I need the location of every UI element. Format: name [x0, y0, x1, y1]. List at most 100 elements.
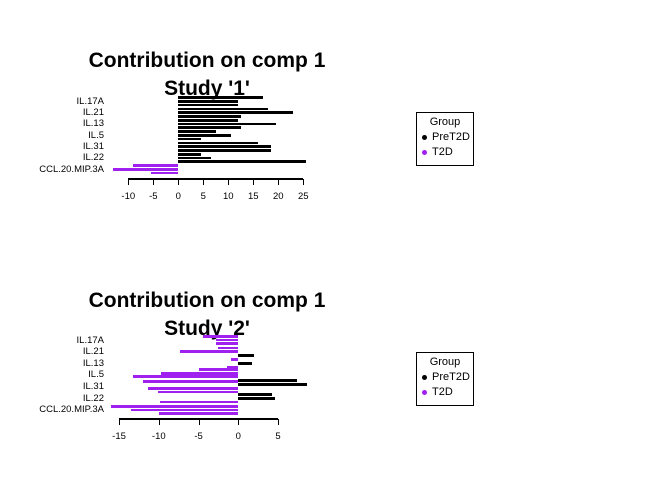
- chart-1-title-line2: Study '1': [164, 77, 250, 100]
- bar-ccl-20-mip-3a: [133, 164, 179, 168]
- legend-title: Group: [429, 356, 461, 368]
- bar-il-5: [178, 137, 201, 141]
- bar-il-31: [147, 387, 239, 390]
- y-axis-label: IL.21: [82, 107, 104, 119]
- bar-il-21: [238, 353, 255, 357]
- t2d-swatch-icon: [422, 389, 427, 395]
- x-axis-tick: [158, 419, 160, 425]
- bar-il-13: [231, 358, 239, 362]
- bar-il-5: [198, 368, 239, 371]
- x-axis-tick: [203, 179, 205, 186]
- x-axis-tick: [278, 179, 280, 186]
- bar-il-31: [142, 379, 239, 383]
- bar-il-17a: [216, 338, 239, 342]
- bar-il-21: [180, 350, 239, 353]
- x-axis-tick-label: -15: [112, 431, 126, 442]
- x-axis-tick: [303, 179, 305, 186]
- x-axis-tick-label: 15: [248, 191, 259, 202]
- x-axis-line: [128, 178, 304, 180]
- x-axis-tick: [228, 179, 230, 186]
- bar-il-21: [178, 114, 241, 118]
- y-axis-label: IL.21: [82, 346, 104, 358]
- x-axis-tick-label: -10: [151, 431, 166, 442]
- bar-il-13: [227, 365, 239, 369]
- bar-il-17a: [216, 342, 239, 345]
- legend-group-2: Group PreT2D T2D: [416, 352, 474, 406]
- bar-il-22: [238, 396, 275, 400]
- y-axis-label: IL.5: [88, 369, 104, 381]
- chart-1-title-line1: Contribution on comp 1: [88, 49, 326, 72]
- x-axis-tick-label: 10: [223, 191, 234, 202]
- bar-il-31: [158, 390, 239, 394]
- y-axis-label: IL.5: [88, 129, 104, 141]
- legend-item-t2d: T2D: [422, 385, 473, 399]
- x-axis-tick-label: 20: [273, 191, 284, 202]
- y-axis-label: IL.17A: [76, 95, 104, 107]
- y-axis-label: IL.31: [82, 141, 104, 153]
- bar-il-22: [178, 153, 201, 156]
- pret2d-swatch-icon: [422, 134, 427, 140]
- x-axis-tick-label: -10: [121, 191, 136, 202]
- x-axis-tick: [153, 179, 155, 186]
- chart-2-title-line1: Contribution on comp 1: [88, 289, 326, 312]
- bar-il-31: [178, 148, 271, 152]
- x-axis-tick: [253, 179, 255, 186]
- x-axis-tick-label: 0: [235, 431, 241, 442]
- bar-il-21: [178, 107, 269, 111]
- bar-il-13: [178, 122, 276, 126]
- chart-2-title-line2: Study '2': [164, 317, 250, 340]
- bar-il-5: [238, 379, 298, 382]
- x-axis-tick: [238, 419, 240, 425]
- x-axis-tick-label: 5: [275, 431, 281, 442]
- x-axis-tick: [178, 179, 180, 186]
- legend-label-t2d: T2D: [432, 386, 453, 398]
- chart-1-title: Contribution on comp 1 Study '1': [40, 47, 374, 103]
- x-axis-tick: [278, 419, 280, 425]
- bar-il-5: [178, 130, 216, 134]
- y-axis-label: IL.13: [82, 357, 104, 369]
- legend-label-t2d: T2D: [432, 146, 453, 158]
- y-axis-label: IL.17A: [76, 334, 104, 346]
- bar-il-17a: [202, 335, 239, 338]
- bar-il-22: [178, 156, 211, 160]
- legend-label-pret2d: PreT2D: [432, 131, 470, 143]
- bar-ccl-20-mip-3a: [113, 167, 179, 171]
- x-axis-tick: [128, 179, 130, 186]
- x-axis-tick-label: 25: [298, 191, 309, 202]
- legend-item-pret2d: PreT2D: [422, 130, 473, 144]
- t2d-swatch-icon: [422, 149, 427, 155]
- bar-ccl-20-mip-3a: [158, 412, 239, 415]
- chart-2-title: Contribution on comp 1 Study '2': [40, 287, 374, 343]
- x-axis-line: [119, 418, 279, 420]
- bar-il-31: [178, 145, 271, 148]
- bar-il-13: [238, 361, 252, 365]
- y-axis-label: IL.22: [82, 392, 104, 404]
- bar-il-21: [178, 111, 294, 114]
- bar-il-13: [178, 126, 241, 129]
- bar-il-13: [178, 119, 239, 122]
- x-axis-tick: [119, 419, 121, 425]
- x-axis-tick-label: -5: [194, 431, 203, 442]
- bar-ccl-20-mip-3a: [150, 171, 179, 175]
- bar-il-31: [238, 383, 308, 387]
- legend-item-t2d: T2D: [422, 145, 473, 159]
- legend-item-pret2d: PreT2D: [422, 370, 473, 384]
- pret2d-swatch-icon: [422, 374, 427, 380]
- legend-title: Group: [429, 116, 461, 128]
- y-axis-label: IL.13: [82, 118, 104, 130]
- bar-il-17a: [178, 103, 239, 107]
- y-axis-label: IL.22: [82, 152, 104, 164]
- bar-il-17a: [178, 99, 239, 103]
- bar-ccl-20-mip-3a: [111, 405, 239, 408]
- bar-il-31: [178, 141, 259, 145]
- x-axis-tick: [198, 419, 200, 425]
- bar-il-22: [238, 393, 272, 397]
- bar-il-22: [159, 400, 239, 404]
- bar-il-5: [161, 371, 239, 375]
- x-axis-tick-label: 5: [200, 191, 206, 202]
- y-axis-label: CCL.20.MIP.3A: [39, 163, 104, 175]
- bar-il-22: [178, 160, 306, 163]
